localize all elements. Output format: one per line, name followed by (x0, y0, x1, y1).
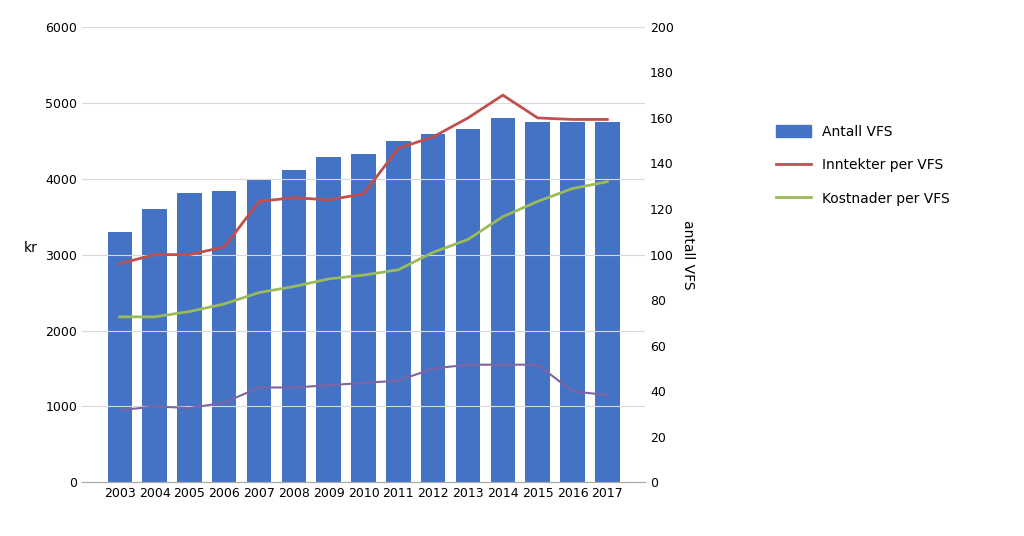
Y-axis label: kr: kr (25, 241, 38, 255)
Bar (142, 209, 167, 482)
Bar (177, 193, 202, 482)
Bar (247, 180, 271, 482)
Bar (525, 123, 550, 482)
Bar (560, 123, 585, 482)
Bar (108, 232, 132, 482)
Y-axis label: antall VFS: antall VFS (681, 220, 694, 289)
Bar (456, 129, 480, 482)
Bar (212, 191, 237, 482)
Bar (421, 134, 445, 482)
Bar (490, 118, 515, 482)
Bar (595, 123, 620, 482)
Bar (351, 154, 376, 482)
Bar (386, 140, 411, 482)
Legend: Antall VFS, Inntekter per VFS, Kostnader per VFS: Antall VFS, Inntekter per VFS, Kostnader… (776, 125, 949, 206)
Bar (282, 170, 306, 482)
Bar (316, 157, 341, 482)
